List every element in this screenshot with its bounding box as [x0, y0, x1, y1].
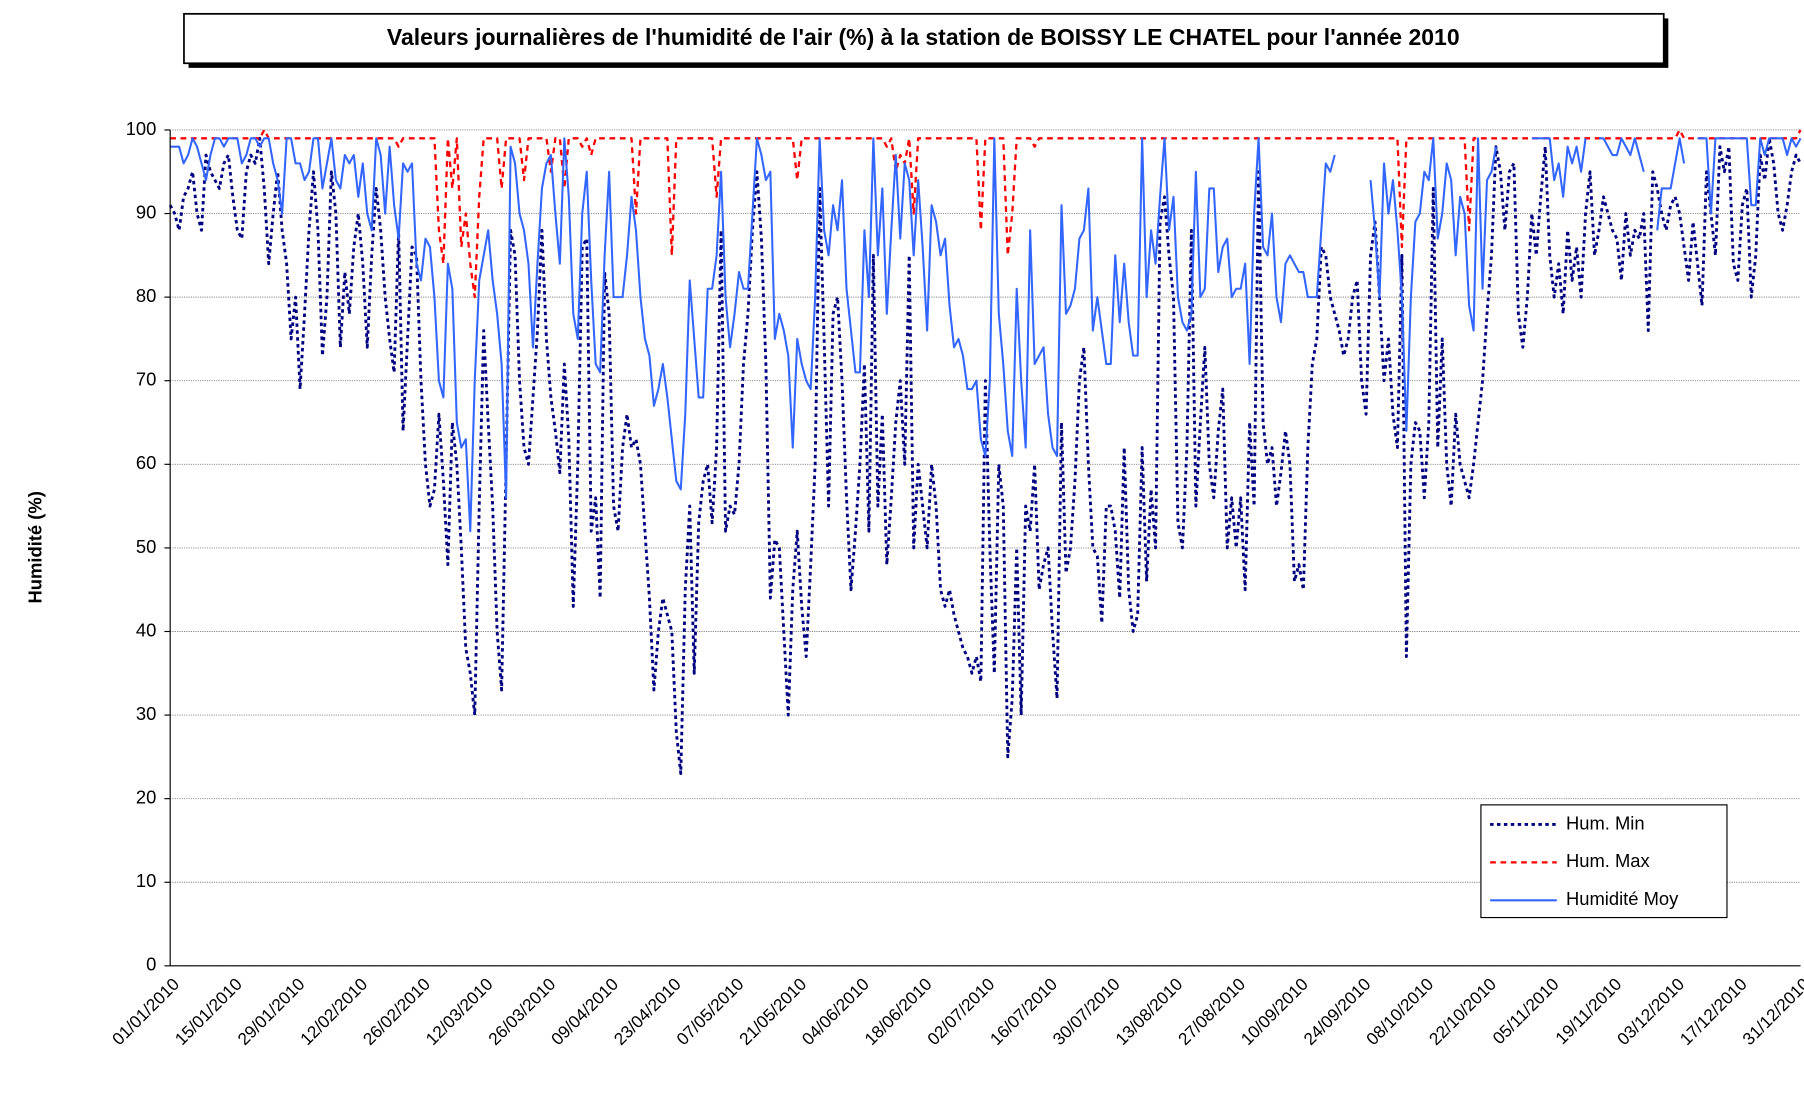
- x-tick-label: 16/07/2010: [986, 974, 1061, 1049]
- x-tick-label: 12/03/2010: [422, 974, 497, 1049]
- x-tick-label: 21/05/2010: [735, 974, 810, 1049]
- y-tick-label: 70: [136, 369, 156, 390]
- x-tick-label: 29/01/2010: [233, 974, 308, 1049]
- plot-lines: [168, 128, 1802, 776]
- legend: Hum. Min Hum. Max Humidité Moy: [1480, 804, 1728, 919]
- legend-label: Hum. Max: [1566, 850, 1650, 871]
- x-tick-label: 13/08/2010: [1111, 974, 1186, 1049]
- y-tick-label: 20: [136, 787, 156, 808]
- series-line: [168, 136, 1802, 776]
- x-tick-label: 27/08/2010: [1174, 974, 1249, 1049]
- y-tick-label: 80: [136, 285, 156, 306]
- x-tick-label: 09/04/2010: [547, 974, 622, 1049]
- x-tick-label: 12/02/2010: [296, 974, 371, 1049]
- x-tick-label: 07/05/2010: [672, 974, 747, 1049]
- x-tick-label: 01/01/2010: [108, 974, 183, 1049]
- y-tick-label: 50: [136, 536, 156, 557]
- x-tick-label: 04/06/2010: [798, 974, 873, 1049]
- x-tick-label: 15/01/2010: [171, 974, 246, 1049]
- series-line: [170, 137, 1802, 533]
- y-tick-label: 60: [136, 452, 156, 473]
- series-line: [170, 128, 1802, 299]
- chart-title: Valeurs journalières de l'humidité de l'…: [387, 24, 1460, 50]
- y-tick-label: 10: [136, 870, 156, 891]
- x-tick-label: 30/07/2010: [1049, 974, 1124, 1049]
- legend-label: Humidité Moy: [1566, 888, 1679, 909]
- x-tick-label: 26/02/2010: [359, 974, 434, 1049]
- y-tick-label: 90: [136, 201, 156, 222]
- x-tick-label: 03/12/2010: [1613, 974, 1688, 1049]
- x-tick-label: 10/09/2010: [1237, 974, 1312, 1049]
- x-tick-label: 17/12/2010: [1676, 974, 1751, 1049]
- x-tick-label: 23/04/2010: [610, 974, 685, 1049]
- x-tick-label: 31/12/2010: [1738, 974, 1804, 1049]
- x-tick-label: 24/09/2010: [1299, 974, 1374, 1049]
- x-tick-label: 02/07/2010: [923, 974, 998, 1049]
- legend-label: Hum. Min: [1566, 812, 1645, 833]
- y-axis-label: Humidité (%): [25, 491, 46, 603]
- x-tick-label: 22/10/2010: [1425, 974, 1500, 1049]
- title-box: [183, 12, 1665, 65]
- y-tick-label: 0: [146, 954, 156, 975]
- y-tick-label: 100: [126, 118, 157, 139]
- y-tick-label: 40: [136, 619, 156, 640]
- x-tick-label: 26/03/2010: [484, 974, 559, 1049]
- x-tick-label: 08/10/2010: [1362, 974, 1437, 1049]
- x-tick-label: 05/11/2010: [1488, 974, 1562, 1048]
- x-tick-label: 18/06/2010: [860, 974, 935, 1049]
- y-tick-label: 30: [136, 703, 156, 724]
